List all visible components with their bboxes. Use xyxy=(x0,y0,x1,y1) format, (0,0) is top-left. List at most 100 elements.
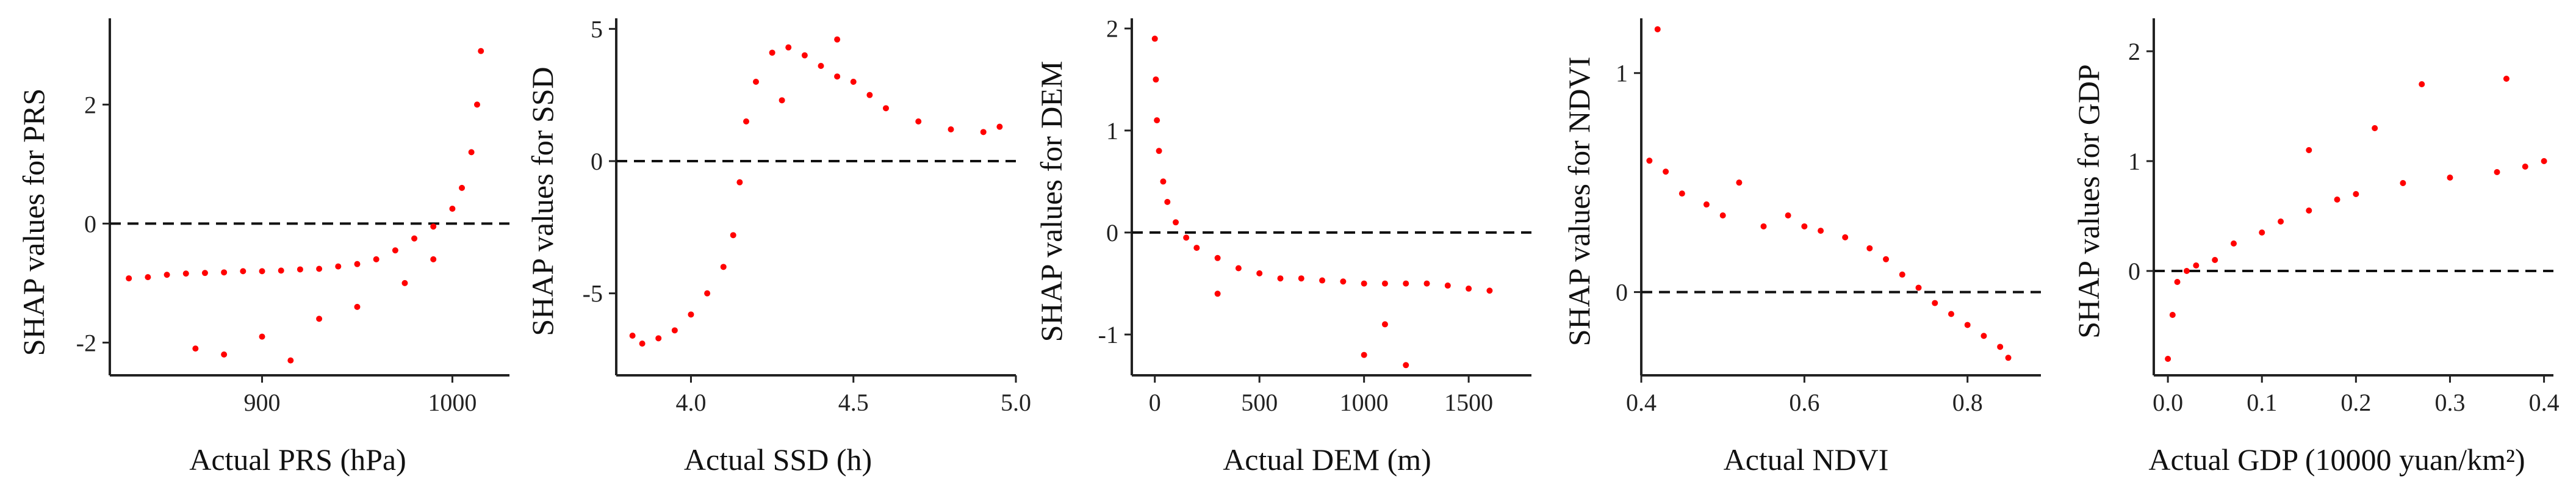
data-point xyxy=(354,303,361,310)
data-point xyxy=(411,235,418,242)
data-point xyxy=(1214,254,1221,261)
data-point xyxy=(655,335,662,342)
y-tick-label: -2 xyxy=(76,329,96,356)
data-point xyxy=(1736,179,1743,186)
data-point xyxy=(392,247,398,254)
data-point xyxy=(1340,278,1347,285)
y-tick-label: 0 xyxy=(1616,279,1628,306)
data-point xyxy=(1981,333,1987,339)
data-point xyxy=(2259,229,2265,236)
plot-area: -5 0 5 4.0 4.5 5.0 xyxy=(583,15,1031,416)
data-point xyxy=(126,275,132,282)
data-point xyxy=(980,129,987,135)
data-point xyxy=(459,184,466,191)
data-point xyxy=(316,265,323,272)
x-tick-label: 4.0 xyxy=(675,389,706,416)
y-tick-label: -5 xyxy=(583,280,603,308)
data-point xyxy=(2231,240,2237,247)
data-point xyxy=(1883,256,1890,262)
data-point xyxy=(1361,280,1367,287)
x-tick-label: 0.2 xyxy=(2340,389,2371,416)
data-point xyxy=(1403,362,1409,369)
data-point xyxy=(468,149,475,156)
data-point xyxy=(373,256,380,262)
y-tick-label: 1 xyxy=(1616,60,1628,87)
y-axis-title: SHAP values for PRS xyxy=(16,88,51,356)
x-tick-label: 1500 xyxy=(1444,389,1493,416)
data-point xyxy=(2419,81,2425,87)
data-point xyxy=(1444,282,1451,289)
data-point xyxy=(1235,265,1242,272)
data-point xyxy=(671,327,678,334)
data-point xyxy=(430,223,437,230)
y-axis-title: SHAP values for SSD xyxy=(525,67,559,336)
data-point xyxy=(730,232,736,239)
data-point xyxy=(2306,207,2312,214)
x-axis-title: Actual GDP (10000 yuan/km²) xyxy=(2148,442,2525,477)
y-tick-label: 0 xyxy=(84,210,96,237)
data-point xyxy=(1964,322,1971,328)
data-point xyxy=(1151,35,1158,42)
data-point xyxy=(2522,164,2528,170)
data-point xyxy=(1785,212,1791,219)
data-point xyxy=(2169,312,2176,318)
x-tick-label: 0.4 xyxy=(2529,389,2560,416)
data-point xyxy=(948,126,954,132)
data-point xyxy=(1760,223,1767,229)
x-tick-label: 1000 xyxy=(428,389,477,416)
x-tick-label: 900 xyxy=(244,389,281,416)
data-point xyxy=(1156,148,1162,154)
data-point xyxy=(1277,275,1284,282)
y-tick-label: -1 xyxy=(1098,321,1118,348)
data-point xyxy=(164,272,170,278)
data-point xyxy=(2165,356,2171,362)
data-point xyxy=(1381,321,1388,328)
x-tick-label: 0.3 xyxy=(2434,389,2465,416)
data-point xyxy=(2334,197,2340,203)
data-point xyxy=(2183,268,2190,274)
plot-area: 0 1 0.4 0.6 0.8 xyxy=(1616,18,2041,416)
data-point xyxy=(478,48,484,54)
data-point xyxy=(769,49,775,56)
x-tick-label: 0.0 xyxy=(2153,389,2183,416)
data-point xyxy=(1654,26,1661,32)
data-point xyxy=(1403,280,1409,287)
data-point xyxy=(704,290,711,297)
data-point xyxy=(1915,284,1922,291)
data-point xyxy=(2400,180,2406,186)
x-tick-label: 0.6 xyxy=(1789,389,1819,416)
y-axis-title: SHAP values for DEM xyxy=(1034,61,1068,342)
data-point xyxy=(1256,270,1263,276)
data-point xyxy=(240,268,246,275)
x-axis-title: Actual SSD (h) xyxy=(684,442,872,477)
x-axis-title: Actual DEM (m) xyxy=(1223,442,1431,477)
data-point xyxy=(882,105,889,112)
data-point xyxy=(1183,234,1190,241)
data-point xyxy=(145,274,151,281)
y-axis-title: SHAP values for GDP xyxy=(2071,64,2106,339)
data-point xyxy=(639,341,646,347)
data-point xyxy=(1319,277,1326,284)
data-point xyxy=(259,268,265,275)
y-tick-label: 1 xyxy=(2128,148,2140,175)
data-point xyxy=(401,280,408,286)
y-tick-label: 0 xyxy=(2128,258,2140,285)
data-point xyxy=(1842,234,1849,240)
panel-dem: -1 0 1 2 0 500 1000 1500 Actual DEM (m) SHAP va… xyxy=(1034,15,1531,477)
data-point xyxy=(1154,117,1160,124)
data-point xyxy=(182,270,189,277)
data-point xyxy=(1663,168,1669,175)
data-point xyxy=(866,92,873,98)
data-point xyxy=(1646,157,1653,164)
data-point xyxy=(1801,223,1808,229)
data-point xyxy=(850,79,857,85)
data-point xyxy=(2503,76,2509,82)
data-point xyxy=(278,267,284,274)
data-point xyxy=(2353,191,2359,197)
data-point xyxy=(736,179,743,186)
data-point xyxy=(2541,158,2547,164)
data-point xyxy=(915,118,922,124)
y-tick-label: 2 xyxy=(1106,15,1118,43)
data-point xyxy=(297,266,303,273)
